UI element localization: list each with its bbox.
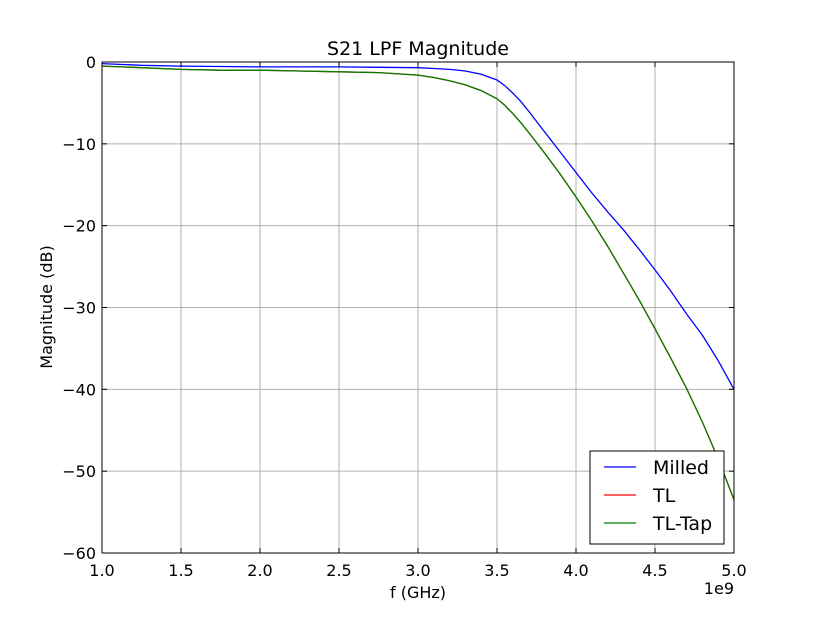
legend-label-tl: TL: [652, 485, 676, 507]
x-tick-label: 4.5: [642, 561, 667, 580]
series-group: [102, 62, 734, 501]
y-tick-label: −50: [62, 462, 96, 481]
y-axis-label: Magnitude (dB): [37, 245, 56, 368]
y-tick-label: 0: [86, 53, 96, 72]
x-tick-label: 1.0: [89, 561, 114, 580]
ticks: [101, 61, 735, 554]
x-tick-label: 2.0: [247, 561, 272, 580]
y-tick-label: −40: [62, 380, 96, 399]
legend: Milled TL TL-Tap: [589, 450, 725, 545]
x-axis-offset-label: 1e9: [704, 579, 734, 598]
x-tick-label: 3.0: [405, 561, 430, 580]
x-tick-label: 4.0: [563, 561, 588, 580]
x-tick-label: 5.0: [721, 561, 746, 580]
y-tick-label: −10: [62, 135, 96, 154]
x-tick-labels: 1.0 1.5 2.0 2.5 3.0 3.5 4.0 4.5 5.0: [89, 561, 746, 580]
series-line-milled: [102, 62, 734, 390]
x-axis-label: f (GHz): [390, 583, 446, 602]
y-tick-label: −30: [62, 299, 96, 318]
legend-label-tl-tap: TL-Tap: [652, 513, 712, 535]
series-line-tl-tap: [102, 65, 734, 501]
legend-label-milled: Milled: [653, 457, 709, 479]
x-tick-label: 1.5: [168, 561, 193, 580]
y-tick-label: −20: [62, 217, 96, 236]
y-tick-label: −60: [62, 544, 96, 563]
x-tick-label: 3.5: [484, 561, 509, 580]
x-tick-label: 2.5: [326, 561, 351, 580]
chart-title: S21 LPF Magnitude: [327, 38, 509, 60]
y-tick-labels: 0 −10 −20 −30 −40 −50 −60: [62, 53, 96, 563]
